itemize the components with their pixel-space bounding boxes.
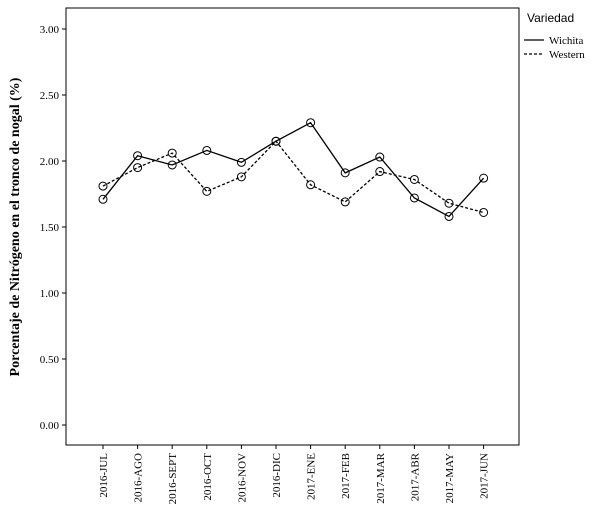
data-point-wichita: [444, 211, 454, 221]
series-line-wichita: [102, 121, 485, 218]
data-point-western: [236, 172, 246, 182]
data-point-western: [306, 180, 316, 190]
data-point-western: [444, 198, 454, 208]
data-point-wichita: [375, 152, 385, 162]
data-point-western: [409, 174, 419, 184]
x-tick-label: 2016-OCT: [202, 453, 214, 501]
data-point-western: [340, 197, 350, 207]
x-tick-label: 2017-MAY: [444, 453, 456, 503]
y-tick-label: 0.00: [40, 420, 60, 432]
data-point-western: [98, 181, 108, 191]
y-tick-label: 1.50: [40, 222, 60, 234]
data-point-wichita: [306, 118, 316, 128]
x-tick-label: 2017-FEB: [340, 453, 352, 499]
data-point-wichita: [133, 151, 143, 161]
x-tick-label: 2017-MAR: [375, 452, 387, 503]
x-tick-label: 2017-ENE: [306, 453, 318, 500]
data-point-western: [133, 163, 143, 173]
legend-label-wichita: Wichita: [549, 35, 583, 47]
data-point-wichita: [202, 145, 212, 155]
data-point-wichita: [98, 194, 108, 204]
data-point-western: [271, 136, 281, 146]
data-point-western: [479, 207, 489, 217]
data-point-wichita: [409, 193, 419, 203]
legend-title: Variedad: [527, 11, 574, 25]
x-tick-label: 2017-JUN: [479, 453, 491, 499]
y-tick-label: 2.00: [40, 156, 60, 168]
y-tick-label: 1.00: [40, 288, 60, 300]
y-tick-label: 0.50: [40, 354, 60, 366]
x-tick-label: 2016-JUL: [98, 453, 110, 498]
y-axis-title: Porcentaje de Nitrógeno en el tronco de …: [8, 77, 23, 376]
y-axis: 0.00 0.50 1.00 1.50 2.00 2.50 3.00: [40, 24, 66, 432]
data-point-wichita: [479, 173, 489, 183]
data-point-wichita: [340, 168, 350, 178]
x-axis: 2016-JUL 2016-AGO 2016-SEPT 2016-OCT 2016-NO…: [98, 445, 491, 504]
x-tick-label: 2016-SEPT: [167, 453, 179, 505]
data-point-western: [167, 148, 177, 158]
data-point-western: [202, 186, 212, 196]
legend: Variedad Wichita Western: [524, 11, 585, 61]
series-layer: [98, 118, 489, 221]
y-tick-label: 3.00: [40, 24, 60, 36]
x-tick-label: 2016-NOV: [236, 453, 248, 503]
x-tick-label: 2016-DIC: [271, 453, 283, 498]
x-tick-label: 2017-ABR: [409, 452, 421, 501]
y-tick-label: 2.50: [40, 90, 60, 102]
data-point-western: [375, 167, 385, 177]
legend-label-western: Western: [549, 49, 585, 61]
plot-area: [65, 7, 520, 446]
data-point-wichita: [167, 160, 177, 170]
data-point-wichita: [236, 157, 246, 167]
x-tick-label: 2016-AGO: [133, 453, 145, 503]
series-line-western: [102, 140, 484, 214]
